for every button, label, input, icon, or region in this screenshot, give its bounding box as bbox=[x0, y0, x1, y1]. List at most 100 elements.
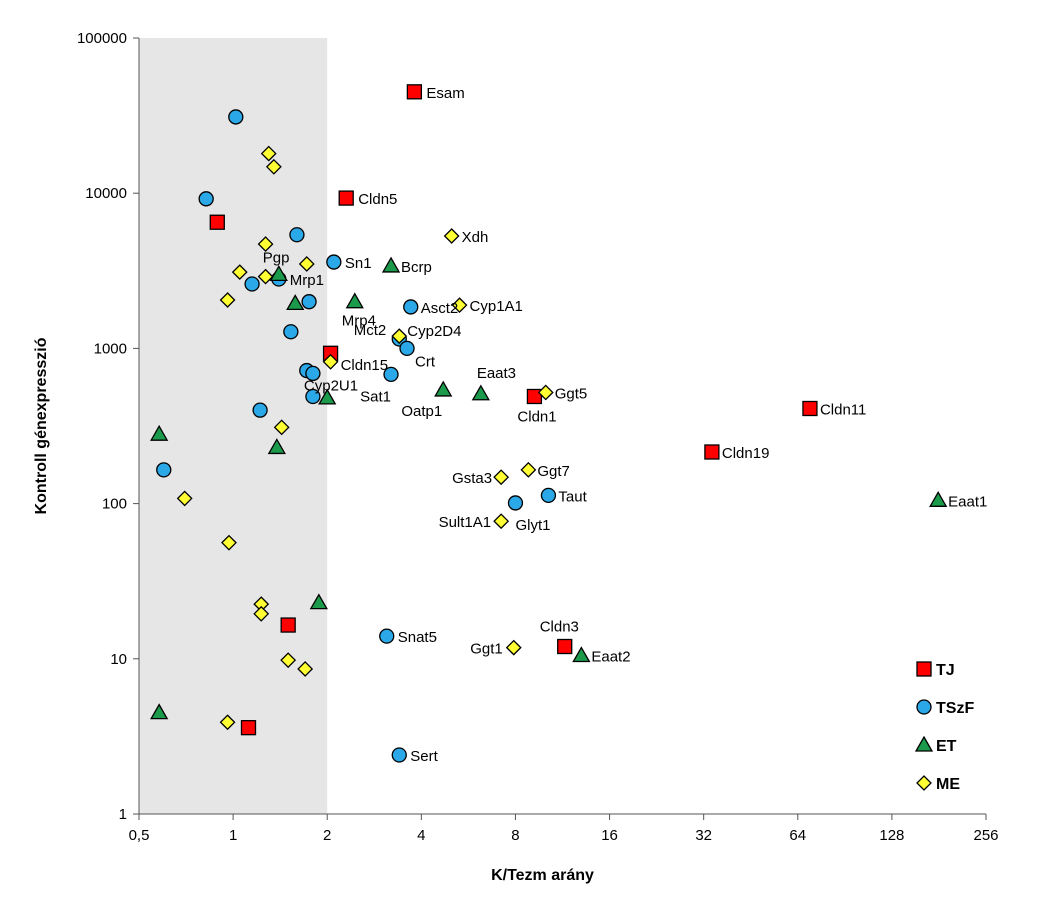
point-et bbox=[929, 491, 948, 507]
point-label: Cldn11 bbox=[820, 401, 866, 418]
point-label: Xdh bbox=[462, 229, 489, 246]
point-label: Ggt1 bbox=[470, 641, 503, 658]
series-me bbox=[176, 145, 554, 731]
point-label: Mct2 bbox=[354, 322, 387, 339]
point-me bbox=[322, 353, 339, 370]
point-et bbox=[309, 593, 328, 610]
point-tszf bbox=[391, 747, 407, 763]
point-tszf bbox=[403, 299, 419, 315]
point-tszf bbox=[507, 495, 524, 511]
point-tszf bbox=[540, 487, 557, 504]
point-et bbox=[318, 388, 337, 405]
series-tj bbox=[209, 84, 818, 736]
point-me bbox=[493, 469, 510, 486]
point-label: Pgp bbox=[263, 249, 290, 266]
legend: TJ TSzF ET ME bbox=[914, 661, 974, 793]
legend-marker-me bbox=[916, 775, 932, 791]
point-label: Eaat2 bbox=[591, 649, 630, 666]
point-tszf bbox=[383, 366, 399, 383]
point-tszf bbox=[228, 109, 244, 125]
shaded-region bbox=[139, 38, 328, 814]
point-tj bbox=[704, 444, 720, 460]
y-tick-label: 10 bbox=[110, 651, 127, 668]
point-label: Cldn3 bbox=[540, 619, 579, 636]
point-et bbox=[381, 256, 401, 273]
point-me bbox=[265, 158, 282, 175]
point-label: Asct2 bbox=[421, 300, 459, 317]
point-me bbox=[219, 292, 236, 308]
point-label: Crt bbox=[415, 353, 436, 370]
legend-label: ET bbox=[936, 738, 957, 755]
point-me bbox=[391, 328, 408, 345]
point-tszf bbox=[156, 462, 172, 478]
y-tick-label: 10000 bbox=[85, 185, 127, 202]
legend-marker-tszf bbox=[916, 699, 932, 715]
point-labels: Esam Cldn5 Cldn1 Cldn11 Cldn19 Cldn3 Sn1 Mrp1 As… bbox=[263, 85, 988, 765]
point-et bbox=[150, 424, 169, 441]
point-tj bbox=[526, 388, 543, 405]
point-label: Cldn15 bbox=[341, 357, 389, 374]
x-tick-label: 0,5 bbox=[129, 827, 150, 844]
point-label: Sat1 bbox=[360, 388, 391, 405]
point-tj bbox=[209, 214, 225, 230]
point-me bbox=[260, 145, 277, 162]
y-tick-label: 100 bbox=[102, 496, 127, 513]
legend-item-tszf: TSzF bbox=[916, 699, 974, 717]
point-me bbox=[493, 513, 510, 530]
point-label: Mrp4 bbox=[342, 313, 376, 330]
point-me bbox=[257, 236, 274, 253]
x-tick-label: 64 bbox=[789, 827, 806, 844]
x-ticks: 0,5 1 2 4 8 16 32 64 128 256 bbox=[129, 814, 999, 844]
axes bbox=[138, 38, 986, 815]
point-label: Cyp2D4 bbox=[407, 323, 461, 340]
point-et bbox=[286, 294, 305, 311]
point-me bbox=[451, 297, 468, 314]
legend-label: TSzF bbox=[936, 700, 974, 717]
x-tick-label: 256 bbox=[973, 827, 998, 844]
point-tj bbox=[280, 617, 296, 633]
point-me bbox=[443, 228, 460, 244]
legend-item-tj: TJ bbox=[916, 661, 955, 679]
legend-item-et: ET bbox=[914, 735, 957, 755]
point-label: Cldn19 bbox=[722, 445, 770, 462]
point-me bbox=[253, 605, 270, 622]
data-points bbox=[150, 84, 948, 763]
point-label: Cyp1A1 bbox=[470, 298, 523, 315]
x-tick-label: 1 bbox=[229, 827, 237, 844]
point-et bbox=[269, 265, 288, 282]
point-et bbox=[572, 646, 591, 663]
legend-label: TJ bbox=[936, 662, 955, 679]
point-label: Sn1 bbox=[345, 255, 372, 272]
point-et bbox=[434, 380, 453, 397]
point-label: Snat5 bbox=[398, 629, 437, 646]
point-label: Ggt7 bbox=[537, 463, 570, 480]
point-label: Sult1A1 bbox=[439, 514, 492, 531]
point-label: Cldn1 bbox=[517, 408, 556, 425]
point-label: Esam bbox=[426, 85, 464, 102]
point-tj bbox=[406, 84, 423, 100]
point-tszf bbox=[379, 628, 395, 644]
point-tszf bbox=[198, 191, 214, 207]
point-tj bbox=[338, 190, 354, 206]
point-tszf bbox=[399, 340, 415, 357]
point-label: Eaat3 bbox=[477, 365, 516, 382]
point-me bbox=[219, 714, 236, 731]
point-tszf bbox=[289, 227, 305, 243]
point-me bbox=[537, 384, 554, 401]
point-label: Ggt5 bbox=[555, 385, 588, 402]
point-tszf bbox=[326, 254, 342, 270]
point-label: Oatp1 bbox=[401, 403, 442, 420]
point-et bbox=[150, 703, 169, 720]
x-tick-label: 16 bbox=[601, 827, 618, 844]
point-me bbox=[280, 652, 297, 669]
point-label: Gsta3 bbox=[452, 470, 492, 487]
y-tick-label: 100000 bbox=[77, 30, 127, 47]
point-me bbox=[505, 639, 522, 656]
y-tick-label: 1 bbox=[119, 806, 127, 823]
point-me bbox=[298, 256, 315, 272]
x-axis-title: K/Tezm arány bbox=[491, 867, 594, 884]
legend-label: ME bbox=[936, 776, 960, 793]
y-axis-title: Kontroll génexpresszió bbox=[33, 337, 50, 514]
point-label: Glyt1 bbox=[515, 517, 550, 534]
